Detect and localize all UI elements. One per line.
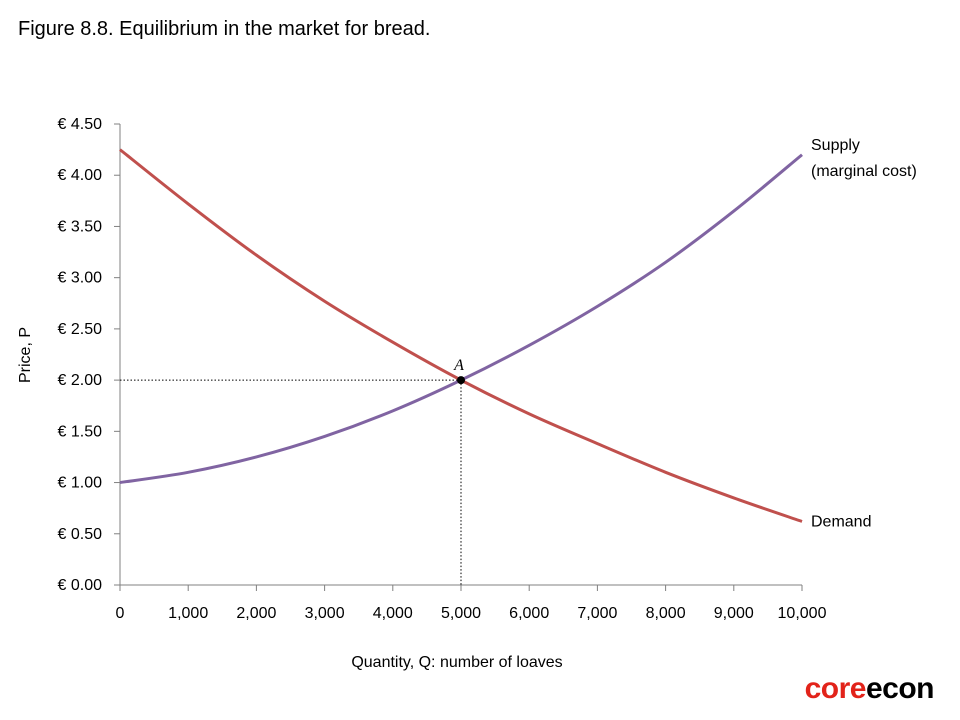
y-tick-label: € 4.00: [58, 167, 103, 184]
x-tick-label: 8,000: [646, 605, 686, 622]
y-tick-label: € 4.50: [58, 116, 103, 133]
demand-curve-label: Demand: [811, 513, 871, 530]
x-tick-label: 1,000: [168, 605, 208, 622]
x-tick-label: 2,000: [236, 605, 276, 622]
x-tick-label: 3,000: [305, 605, 345, 622]
supply-curve-label: (marginal cost): [811, 163, 917, 180]
equilibrium-point-a: [457, 376, 465, 385]
x-tick-label: 9,000: [714, 605, 754, 622]
coreecon-logo: coreecon: [804, 672, 935, 706]
x-tick-label: 4,000: [373, 605, 413, 622]
logo-part-econ: econ: [865, 672, 935, 705]
x-tick-label: 7,000: [577, 605, 617, 622]
y-tick-label: € 1.00: [58, 475, 103, 492]
y-tick-label: € 1.50: [58, 423, 103, 440]
y-tick-label: € 2.00: [58, 372, 103, 389]
logo-part-core: core: [804, 672, 867, 705]
x-tick-label: 5,000: [441, 605, 481, 622]
x-tick-label: 6,000: [509, 605, 549, 622]
figure-title: Figure 8.8. Equilibrium in the market fo…: [18, 18, 431, 40]
supply-curve: [119, 153, 803, 485]
supply-curve-label: Supply: [811, 137, 860, 154]
y-tick-label: € 2.50: [58, 321, 103, 338]
x-tick-label: 0: [116, 605, 125, 622]
x-tick-label: 10,000: [778, 605, 827, 622]
demand-curve: [119, 148, 803, 523]
y-tick-label: € 3.00: [58, 270, 103, 287]
y-tick-label: € 0.00: [58, 577, 103, 594]
y-tick-label: € 0.50: [58, 526, 103, 543]
y-tick-label: € 3.50: [58, 218, 103, 235]
x-axis-label: Quantity, Q: number of loaves: [351, 654, 563, 671]
equilibrium-point-label: A: [453, 357, 464, 374]
